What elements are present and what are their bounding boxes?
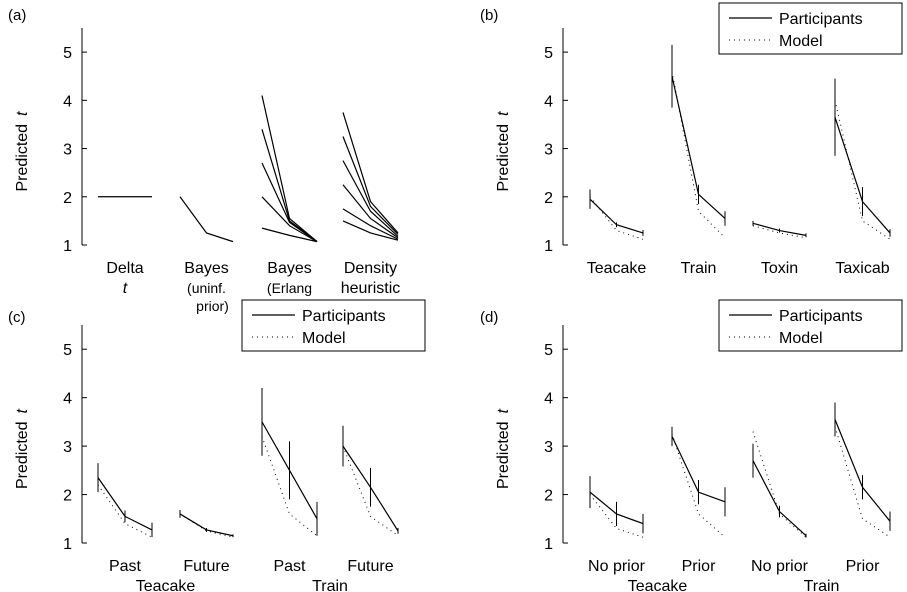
x-category-note: (Erlang — [267, 280, 312, 296]
participants-line — [179, 513, 234, 537]
y-axis-label-var: t — [495, 111, 512, 116]
y-axis-label-text: Predicted — [495, 124, 512, 192]
panel-1: (b) 1 2 3 4 5 Predicted t Teacake Train Toxin Taxic… — [480, 2, 903, 277]
x-group-label: Train — [804, 578, 840, 592]
ytick-4-label: 4 — [63, 391, 72, 408]
legend-participants-label: Participants — [302, 308, 386, 325]
ytick-5-label: 5 — [63, 342, 72, 359]
x-category-label: Density — [344, 260, 397, 277]
model-line — [834, 100, 891, 240]
x-category-label-2: t — [123, 280, 128, 297]
x-group-label: Train — [312, 578, 348, 592]
series-line — [342, 136, 399, 235]
x-category-label: Delta — [106, 260, 143, 277]
legend-model-label: Model — [302, 330, 346, 347]
y-axis-label: Predicted t — [14, 408, 31, 489]
x-category-label: Toxin — [761, 260, 798, 277]
model-line — [97, 484, 153, 538]
series-line — [261, 129, 318, 243]
x-category-label: Train — [681, 260, 717, 277]
panel-label: (c) — [8, 309, 26, 326]
series-line — [261, 196, 318, 243]
ytick-3-label: 3 — [63, 439, 72, 456]
participants-line — [589, 198, 644, 234]
ytick-2-label: 2 — [63, 190, 72, 207]
ytick-3-label: 3 — [63, 142, 72, 159]
panel-0: (a) 1 2 3 4 5 Predicted t Delta t Bayes (uninf. prio… — [8, 7, 400, 314]
panel-3: (d) 1 2 3 4 5 Predicted t No prior Prior No prior P… — [480, 299, 903, 592]
x-category-note: prior) — [196, 298, 229, 314]
y-axis-label-var: t — [495, 408, 512, 413]
series-line — [179, 196, 234, 243]
x-category-label: Past — [273, 558, 306, 575]
ytick-1-label: 1 — [544, 536, 553, 553]
model-line — [342, 445, 399, 537]
series-line — [261, 162, 318, 243]
series-line — [261, 95, 318, 243]
x-category-label: Bayes — [184, 260, 228, 277]
x-category-label: Prior — [682, 558, 716, 575]
ytick-5-label: 5 — [544, 342, 553, 359]
ytick-2-label: 2 — [544, 488, 553, 505]
y-axis-label-text: Predicted — [14, 124, 31, 192]
y-axis-label: Predicted t — [495, 111, 512, 192]
x-category-label: Prior — [846, 558, 880, 575]
ytick-5-label: 5 — [544, 45, 553, 62]
x-category-label: Bayes — [267, 260, 311, 277]
legend-box — [718, 299, 903, 352]
model-line — [752, 225, 807, 239]
series-line — [342, 184, 399, 239]
panel-label: (d) — [480, 309, 498, 326]
x-category-label: Past — [109, 558, 142, 575]
x-category-label-2: heuristic — [341, 280, 401, 297]
ytick-2-label: 2 — [63, 488, 72, 505]
y-axis-label: Predicted t — [495, 408, 512, 489]
ytick-2-label: 2 — [544, 190, 553, 207]
legend-participants-label: Participants — [779, 11, 863, 28]
y-axis-label-var: t — [14, 408, 31, 413]
x-group-label: Teacake — [136, 578, 196, 592]
x-category-label: Future — [347, 558, 393, 575]
x-group-label: Teacake — [628, 578, 688, 592]
participants-line — [834, 419, 891, 522]
panel-2: (c) 1 2 3 4 5 Predicted t Past Future Past Future Te… — [8, 299, 426, 592]
series-line — [342, 160, 399, 237]
model-line — [261, 436, 318, 537]
x-category-label: No prior — [751, 558, 809, 575]
panel-label: (b) — [480, 7, 498, 24]
legend-box — [718, 2, 903, 55]
ytick-4-label: 4 — [544, 391, 553, 408]
x-category-note: (uninf. — [187, 280, 226, 296]
series-line — [342, 220, 399, 241]
x-category-label: Taxicab — [835, 260, 889, 277]
legend-box — [241, 299, 426, 352]
ytick-1-label: 1 — [544, 238, 553, 255]
series-line — [261, 227, 318, 243]
model-line — [589, 196, 644, 240]
legend-model-label: Model — [779, 330, 823, 347]
ytick-4-label: 4 — [63, 93, 72, 110]
ytick-4-label: 4 — [544, 93, 553, 110]
y-axis-label-text: Predicted — [495, 421, 512, 489]
model-line — [671, 71, 726, 239]
series-line — [342, 112, 399, 234]
ytick-1-label: 1 — [63, 536, 72, 553]
x-category-label: No prior — [588, 558, 646, 575]
y-axis-label-text: Predicted — [14, 421, 31, 489]
y-axis-label-var: t — [14, 111, 31, 116]
legend-model-label: Model — [779, 33, 823, 50]
ytick-3-label: 3 — [544, 439, 553, 456]
y-axis-label: Predicted t — [14, 111, 31, 192]
series-line — [342, 208, 399, 240]
ytick-5-label: 5 — [63, 45, 72, 62]
ytick-1-label: 1 — [63, 238, 72, 255]
x-category-label: Future — [183, 558, 229, 575]
participants-line — [752, 460, 807, 537]
panel-label: (a) — [8, 7, 26, 24]
legend-participants-label: Participants — [779, 308, 863, 325]
ytick-3-label: 3 — [544, 142, 553, 159]
x-category-label: Teacake — [587, 260, 647, 277]
model-line — [752, 431, 807, 538]
